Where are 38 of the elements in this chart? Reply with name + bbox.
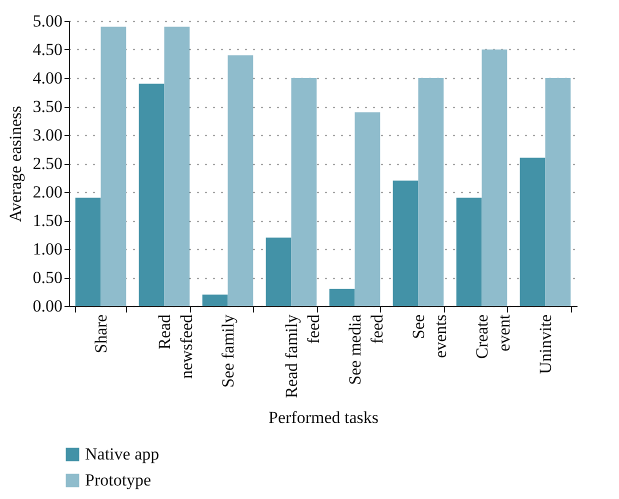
x-tick-label: Uninvite (536, 314, 555, 374)
bar (266, 238, 292, 306)
bar (482, 50, 508, 306)
bar (138, 84, 164, 306)
x-tick-label: Share (91, 314, 110, 354)
x-axis-title: Performed tasks (268, 408, 379, 428)
x-tick-label: Read newsfeed (154, 314, 196, 379)
bar (392, 180, 418, 306)
bar (164, 26, 190, 306)
x-tick-label: See family (218, 314, 238, 388)
y-tick-label: 5.00 (32, 12, 62, 30)
x-tick-label: Read family feed (282, 314, 323, 398)
bar (329, 288, 355, 306)
bar (520, 158, 546, 306)
y-tick-label: 3.50 (32, 97, 62, 116)
bar (354, 112, 380, 306)
y-tick-label: 2.00 (32, 182, 62, 202)
bar (100, 26, 126, 306)
bar (456, 198, 482, 306)
y-tick-label: 0.00 (32, 296, 62, 316)
bar (291, 78, 317, 306)
y-tick-label: 1.00 (32, 240, 62, 258)
legend-label: Native app (85, 444, 160, 464)
y-tick-label: 1.50 (32, 211, 62, 230)
x-tick-label: Create event (472, 314, 514, 359)
y-tick-label: 4.00 (32, 68, 62, 88)
y-axis-title: Average easiness (6, 106, 25, 222)
y-tick-label: 3.00 (32, 126, 62, 144)
bar (545, 78, 571, 306)
x-tick-label: See media feed (345, 314, 386, 385)
y-tick-label: 0.50 (32, 268, 62, 287)
legend-label: Prototype (85, 470, 152, 490)
bar (228, 55, 254, 306)
bar (202, 294, 228, 306)
bar (418, 78, 444, 306)
y-tick-label: 2.50 (32, 154, 62, 173)
bar (75, 198, 101, 306)
y-tick-label: 4.50 (32, 40, 62, 59)
